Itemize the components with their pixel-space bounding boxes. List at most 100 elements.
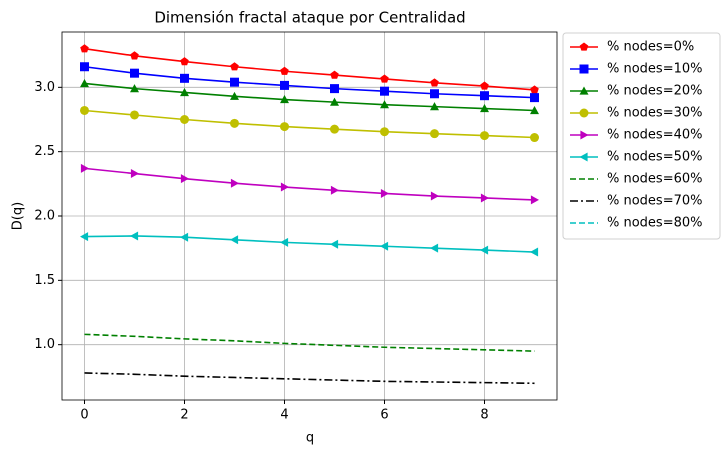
point <box>80 232 89 242</box>
point <box>430 89 439 99</box>
point <box>180 87 189 97</box>
y-tick-label: 2.0 <box>34 209 55 224</box>
line <box>84 372 535 385</box>
point <box>530 85 539 94</box>
point <box>80 78 89 88</box>
point <box>80 163 89 173</box>
line <box>84 47 535 91</box>
point <box>330 70 339 79</box>
legend-marker <box>580 130 589 140</box>
y-tick-label: 2.5 <box>34 144 55 159</box>
point <box>180 174 189 184</box>
chart-title: Dimensión fractal ataque por Centralidad <box>154 9 465 27</box>
line <box>84 167 535 201</box>
legend-label: % nodes=40% <box>607 128 703 143</box>
point <box>530 247 539 257</box>
point <box>130 231 139 241</box>
x-tick-label: 0 <box>80 408 88 423</box>
y-tick-label: 3.0 <box>34 80 55 95</box>
point <box>130 68 139 78</box>
legend-marker <box>579 42 589 51</box>
legend-marker <box>579 152 588 162</box>
series <box>80 62 539 103</box>
legend-box <box>562 32 721 240</box>
point <box>430 129 439 139</box>
point <box>130 169 139 179</box>
point <box>180 57 189 66</box>
line <box>84 333 535 352</box>
point <box>130 51 139 60</box>
point <box>330 84 339 94</box>
legend-label: % nodes=10% <box>607 62 703 77</box>
point <box>430 102 439 111</box>
point <box>80 62 89 72</box>
point <box>230 178 239 188</box>
point <box>230 235 239 245</box>
point <box>180 232 189 242</box>
legend-label: % nodes=20% <box>607 84 703 99</box>
point <box>480 193 489 203</box>
series <box>84 372 535 385</box>
legend-marker <box>579 86 589 95</box>
point <box>380 127 389 137</box>
legend-label: % nodes=30% <box>607 106 703 121</box>
point <box>180 73 189 83</box>
y-tick-label: 1.5 <box>34 273 55 288</box>
point <box>130 110 139 120</box>
line <box>84 109 535 139</box>
legend-label: % nodes=0% <box>607 40 694 55</box>
point <box>280 80 289 90</box>
point <box>330 97 339 106</box>
series <box>80 44 539 94</box>
x-axis-label: q <box>306 431 314 446</box>
legend-label: % nodes=80% <box>607 216 703 231</box>
point <box>80 44 89 53</box>
line <box>84 65 535 99</box>
point <box>280 237 289 247</box>
point <box>480 91 489 101</box>
point <box>480 131 489 141</box>
legend-label: % nodes=60% <box>607 172 703 187</box>
point <box>530 105 539 115</box>
line <box>84 235 535 253</box>
point <box>530 133 539 143</box>
x-tick-label: 4 <box>280 408 288 423</box>
point <box>80 105 89 115</box>
point <box>430 243 439 253</box>
point <box>280 122 289 132</box>
point <box>330 185 339 195</box>
series <box>80 105 539 143</box>
point <box>480 104 489 113</box>
legend-marker <box>579 108 589 118</box>
point <box>380 86 389 96</box>
point <box>280 66 289 75</box>
point <box>380 74 389 83</box>
point <box>480 245 489 255</box>
point <box>330 124 339 134</box>
plot-frame <box>61 31 558 401</box>
series <box>80 231 539 257</box>
point <box>380 188 389 198</box>
x-tick-label: 2 <box>180 408 188 423</box>
point <box>230 62 239 71</box>
series <box>80 163 539 205</box>
x-tick-label: 6 <box>380 408 388 423</box>
point <box>280 182 289 192</box>
legend-marker <box>579 64 589 74</box>
point <box>430 191 439 201</box>
point <box>530 195 539 205</box>
point <box>230 77 239 87</box>
point <box>230 118 239 128</box>
legend-label: % nodes=50% <box>607 150 703 165</box>
legend-label: % nodes=70% <box>607 194 703 209</box>
point <box>380 100 389 109</box>
point <box>230 91 239 100</box>
point <box>180 114 189 124</box>
series <box>80 78 539 115</box>
point <box>380 241 389 251</box>
point <box>280 95 289 104</box>
point <box>530 93 539 103</box>
point <box>430 78 439 87</box>
point <box>130 84 139 93</box>
